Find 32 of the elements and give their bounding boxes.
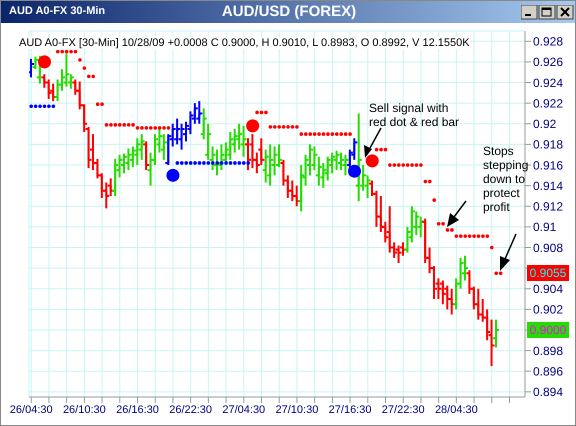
x-tick-label: 27/04:30: [222, 404, 266, 416]
x-tick-label: 27/16:30: [328, 404, 372, 416]
y-tick-label: 0.896: [533, 364, 564, 378]
annotation: 0.9000: [527, 322, 569, 338]
x-tick-label: 26/22:30: [169, 404, 212, 416]
annotation: Stops stepping down to protect profit: [483, 144, 528, 214]
y-tick-label: 0.908: [533, 240, 564, 255]
x-tick-label: 26/10:30: [62, 404, 106, 416]
text: AUD A0-FX [30-Min] 10/28/09 +0.0008 C 0.9000, H 0.9010, L 0.8983, O 0.8992, V 12.1550K: [19, 37, 470, 49]
y-tick-label: 0.902: [533, 302, 564, 317]
y-tick-label: 0.916: [533, 158, 564, 172]
y-tick-label: 0.914: [533, 178, 564, 193]
y-tick-label: 0.912: [533, 200, 564, 214]
y-tick-label: 0.924: [533, 76, 564, 90]
y-tick-label: 0.926: [533, 55, 564, 70]
annotation: Sell signal with red dot & red bar: [369, 101, 460, 129]
annotation: 0.9055: [527, 265, 569, 282]
y-tick-label: 0.92: [533, 117, 557, 132]
y-tick-label: 0.898: [533, 344, 564, 358]
y-tick-label: 0.91: [533, 220, 557, 234]
x-tick-label: 26/16:30: [116, 404, 159, 416]
x-tick-label: 26/04:30: [10, 404, 53, 416]
y-tick-label: 0.922: [533, 96, 564, 110]
y-tick-label: 0.918: [533, 138, 564, 152]
chart-title: AUD/USD (FOREX): [222, 3, 356, 20]
y-tick-label: 0.928: [533, 34, 564, 49]
y-tick-label: 0.894: [533, 385, 564, 400]
x-tick-label: 27/10:30: [276, 404, 318, 416]
y-tick-label: 0.904: [533, 282, 564, 296]
x-tick-label: 27/22:30: [382, 404, 425, 416]
x-tick-label: 28/04:30: [434, 404, 478, 416]
text: AUD A0-FX 30-Min: [9, 5, 106, 17]
